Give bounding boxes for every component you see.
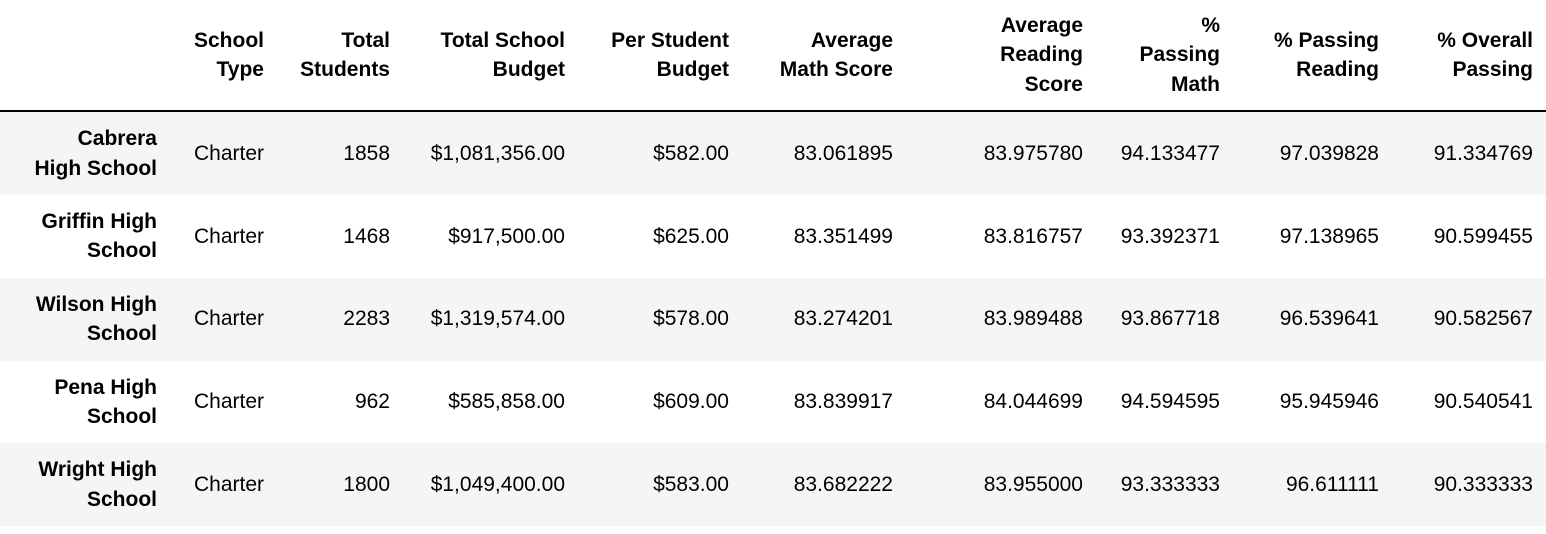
cell-pct-passing-math: 93.392371 [1120,224,1220,248]
cell-per-student-budget: $625.00 [653,224,729,248]
cell-school-type: Charter [193,307,264,331]
table-row: Cabrera High School Charter 1858 $1,081,… [0,111,1546,195]
cell-pct-passing-reading: 95.945946 [1279,390,1379,414]
cell-per-student-budget: $609.00 [653,390,729,414]
col-header-school-type: School Type [193,28,264,82]
cell-avg-math-score: 83.274201 [793,307,893,331]
cell-total-students: 1800 [343,472,390,496]
col-header-pct-passing-reading: % Passing Reading [1273,28,1379,82]
cell-pct-passing-reading: 96.539641 [1279,307,1379,331]
cell-avg-reading-score: 83.975780 [983,141,1083,165]
cell-total-school-budget: $1,081,356.00 [430,141,565,165]
cell-total-students: 1468 [343,224,390,248]
cell-avg-reading-score: 83.955000 [983,472,1083,496]
cell-avg-reading-score: 84.044699 [983,390,1083,414]
table-row: Wright High School Charter 1800 $1,049,4… [0,443,1546,527]
cell-total-students: 2283 [343,307,390,331]
cell-school-type: Charter [193,224,264,248]
col-header-total-students: Total Students [300,28,390,82]
cell-pct-passing-reading: 97.039828 [1279,141,1379,165]
index-corner-cell [0,0,170,111]
cell-total-school-budget: $917,500.00 [448,224,565,248]
header-row: School Type Total Students Total School … [0,0,1546,111]
cell-pct-overall-passing: 90.540541 [1433,390,1533,414]
cell-total-students: 962 [354,390,390,414]
row-header-school-name: Wright High School [38,458,157,511]
cell-avg-reading-score: 83.816757 [983,224,1083,248]
cell-avg-math-score: 83.682222 [793,472,893,496]
col-header-pct-overall-passing: % Overall Passing [1437,28,1533,82]
cell-total-school-budget: $1,319,574.00 [430,307,565,331]
row-header-school-name: Wilson High School [35,292,157,346]
cell-school-type: Charter [193,472,264,496]
col-header-per-student-budget: Per Student Budget [611,28,729,82]
cell-pct-passing-math: 94.594595 [1120,390,1220,414]
cell-per-student-budget: $583.00 [653,472,729,496]
col-header-total-school-budget: Total School Budget [440,28,565,82]
table-row: Wilson High School Charter 2283 $1,319,5… [0,277,1546,361]
cell-per-student-budget: $582.00 [653,141,729,165]
col-header-pct-passing-math: % Passing Math [1139,14,1220,96]
cell-pct-passing-math: 94.133477 [1120,141,1220,165]
cell-avg-reading-score: 83.989488 [983,307,1083,331]
cell-pct-overall-passing: 90.582567 [1433,307,1533,331]
cell-pct-passing-reading: 96.611111 [1285,472,1379,496]
cell-pct-overall-passing: 90.599455 [1433,224,1533,248]
cell-school-type: Charter [193,390,264,414]
row-header-school-name: Griffin High School [41,209,157,263]
cell-avg-math-score: 83.351499 [793,224,893,248]
cell-avg-math-score: 83.839917 [793,390,893,414]
cell-total-school-budget: $1,049,400.00 [430,472,565,496]
cell-per-student-budget: $578.00 [653,307,729,331]
col-header-avg-reading-score: Average Reading Score [1000,14,1083,96]
table-header: School Type Total Students Total School … [0,0,1546,112]
cell-pct-passing-math: 93.333333 [1120,472,1220,496]
row-header-school-name: Pena High School [54,375,157,428]
cell-pct-passing-reading: 97.138965 [1279,224,1379,248]
cell-school-type: Charter [193,141,264,165]
cell-pct-overall-passing: 91.334769 [1433,141,1533,165]
table-row: Pena High School Charter 962 $585,858.00… [0,361,1546,444]
cell-total-students: 1858 [343,141,390,165]
cell-total-school-budget: $585,858.00 [448,390,565,414]
table-body: Cabrera High School Charter 1858 $1,081,… [0,111,1546,527]
row-header-school-name: Cabrera High School [34,127,158,180]
cell-avg-math-score: 83.061895 [793,141,893,165]
cell-pct-overall-passing: 90.333333 [1433,472,1533,496]
col-header-avg-math-score: Average Math Score [779,28,893,82]
cell-pct-passing-math: 93.867718 [1120,307,1220,331]
table-row: Griffin High School Charter 1468 $917,50… [0,195,1546,278]
